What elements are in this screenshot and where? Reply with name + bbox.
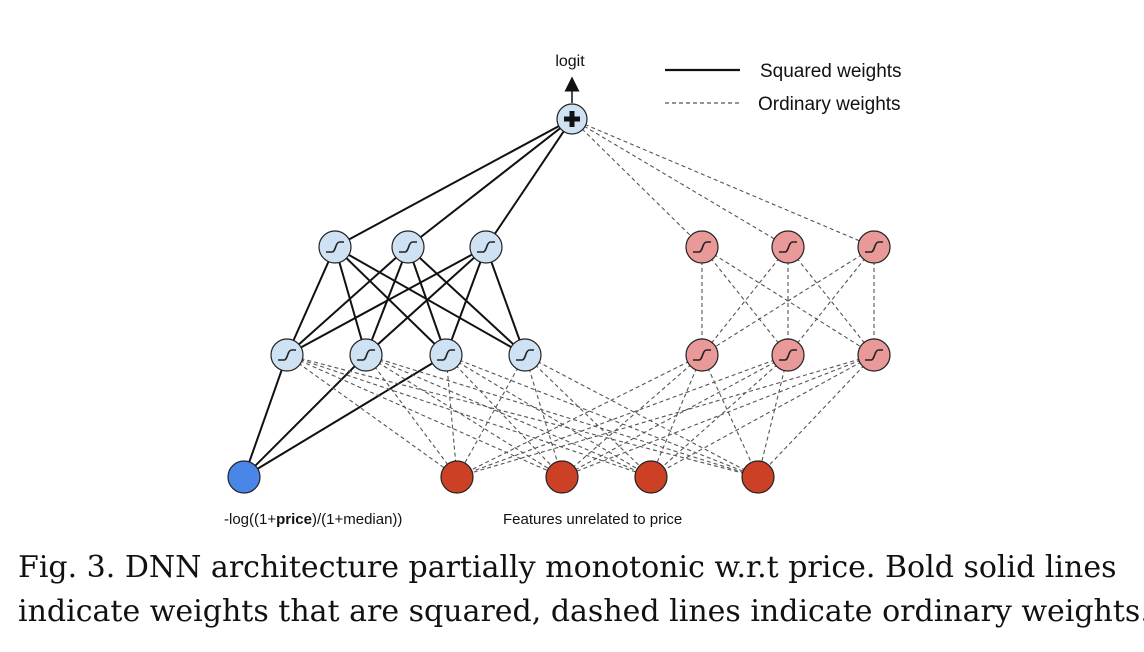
squared-weight-edge xyxy=(334,246,526,356)
ordinary-weight-edge xyxy=(445,354,563,478)
sigmoid-icon xyxy=(326,241,344,253)
ordinary-weight-edge xyxy=(571,118,789,248)
legend-dashed-label: Ordinary weights xyxy=(758,94,901,115)
sigmoid-icon xyxy=(516,349,534,361)
ordinary-weight-edge xyxy=(456,354,789,478)
squared-weight-edge xyxy=(286,246,409,356)
squared-weight-edge xyxy=(286,246,487,356)
ordinary-weight-edge xyxy=(650,354,789,478)
sigmoid-icon xyxy=(693,241,711,253)
squared-weight-edge xyxy=(334,118,573,248)
price-input-node xyxy=(227,460,261,494)
ordinary-weight-edge xyxy=(445,354,458,478)
sigmoid-icon xyxy=(278,349,296,361)
sigmoid-icon xyxy=(865,241,883,253)
ordinary-weight-edge xyxy=(365,354,458,478)
sigmoid-icon xyxy=(865,349,883,361)
plus-icon xyxy=(564,111,580,127)
ordinary-weight-edge xyxy=(286,354,563,478)
sigmoid-icon xyxy=(477,241,495,253)
sigmoid-icon xyxy=(779,349,797,361)
squared-weight-edge xyxy=(286,246,336,356)
ordinary-weight-edge xyxy=(286,354,759,478)
legend: Squared weights Ordinary weights xyxy=(665,61,902,115)
squared-weight-edge xyxy=(243,354,288,478)
ordinary-weight-edge xyxy=(456,354,526,478)
sigmoid-icon xyxy=(693,349,711,361)
ordinary-weight-edge xyxy=(561,354,703,478)
squared-weight-edge xyxy=(445,246,487,356)
ordinary-weight-edge xyxy=(286,354,458,478)
ordinary-weight-edge xyxy=(365,354,563,478)
caption-line-2: indicate weights that are squared, dashe… xyxy=(18,594,1144,629)
sigmoid-icon xyxy=(399,241,417,253)
ordinary-weight-edge xyxy=(757,354,875,478)
squared-weight-edge xyxy=(243,354,447,478)
ordinary-weight-edge xyxy=(787,246,875,356)
ordinary-weight-edge xyxy=(571,118,875,248)
ordinary-weight-edge xyxy=(456,354,875,478)
sigmoid-icon xyxy=(357,349,375,361)
ordinary-weight-edge xyxy=(445,354,652,478)
squared-weight-edge xyxy=(334,246,447,356)
figure-caption: Fig. 3. DNN architecture partially monot… xyxy=(18,546,1144,634)
ordinary-weight-edge xyxy=(365,354,652,478)
feature-input-node xyxy=(545,460,579,494)
ordinary-weight-edge xyxy=(286,354,652,478)
ordinary-weight-edge xyxy=(456,354,703,478)
ordinary-weight-edge xyxy=(650,354,703,478)
caption-line-1: Fig. 3. DNN architecture partially monot… xyxy=(18,550,1117,585)
squared-weight-edge xyxy=(407,118,573,248)
squared-weight-edge xyxy=(334,246,367,356)
ordinary-weight-edge xyxy=(561,354,789,478)
squared-weight-edge xyxy=(365,246,487,356)
feature-input-node xyxy=(440,460,474,494)
ordinary-weight-edge xyxy=(787,246,875,356)
edges-layer xyxy=(243,118,875,478)
ordinary-weight-edge xyxy=(701,246,789,356)
ordinary-weight-edge xyxy=(524,354,652,478)
squared-weight-edge xyxy=(485,118,573,248)
sigmoid-icon xyxy=(437,349,455,361)
ordinary-weight-edge xyxy=(561,354,875,478)
nodes-layer xyxy=(227,103,891,494)
features-label: Features unrelated to price xyxy=(503,511,682,528)
price-input-label: -log((1+price)/(1+median)) xyxy=(224,511,402,528)
squared-weight-edge xyxy=(485,246,526,356)
network-diagram: logit Squared weights Ordinary weights -… xyxy=(224,53,902,528)
squared-weight-edge xyxy=(243,354,367,478)
ordinary-weight-edge xyxy=(365,354,759,478)
sigmoid-icon xyxy=(779,241,797,253)
legend-solid-label: Squared weights xyxy=(760,61,902,82)
ordinary-weight-edge xyxy=(524,354,563,478)
ordinary-weight-edge xyxy=(701,246,875,356)
ordinary-weight-edge xyxy=(701,354,759,478)
ordinary-weight-edge xyxy=(524,354,759,478)
ordinary-weight-edge xyxy=(571,118,703,248)
feature-input-node xyxy=(634,460,668,494)
ordinary-weight-edge xyxy=(650,354,875,478)
feature-input-node xyxy=(741,460,775,494)
ordinary-weight-edge xyxy=(701,246,789,356)
output-label: logit xyxy=(555,53,585,70)
